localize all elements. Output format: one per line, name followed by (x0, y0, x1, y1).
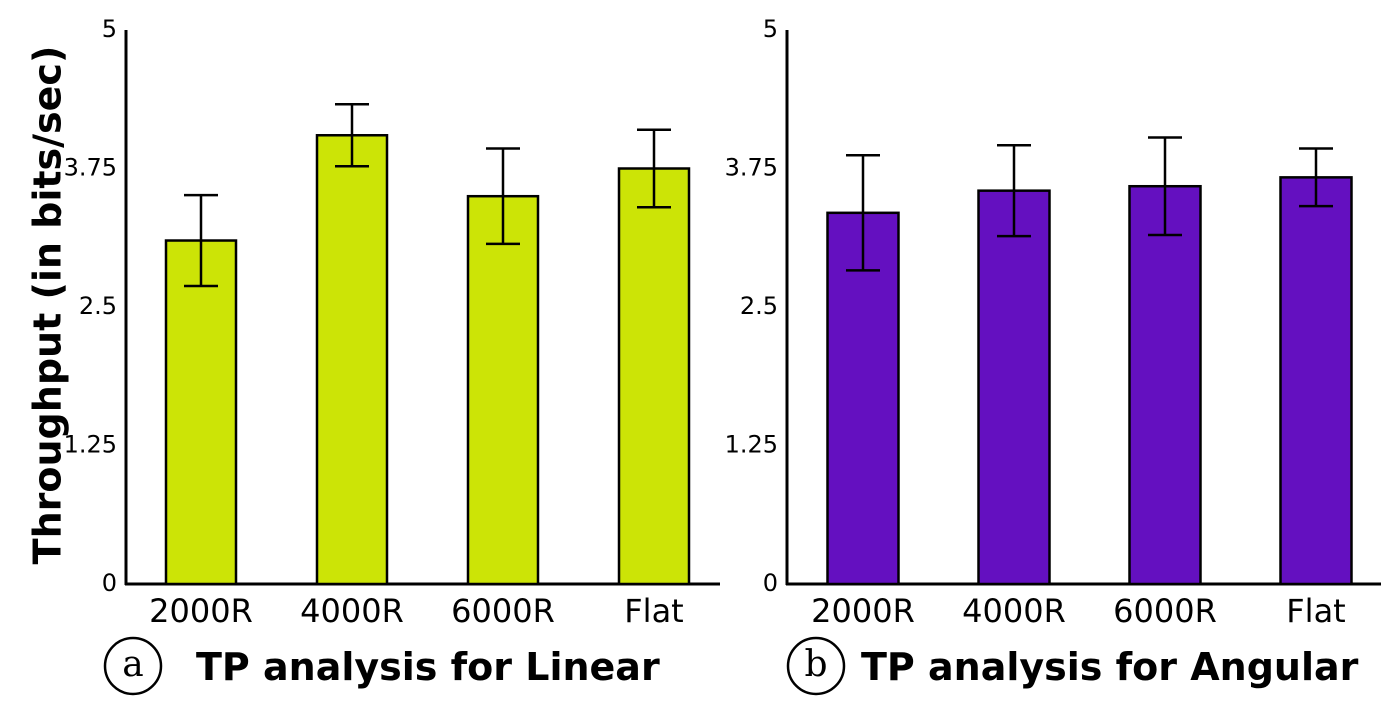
panel-b-badge: b (804, 644, 827, 685)
y-tick-label-a-1: 1.25 (64, 431, 117, 459)
panel-a-badge-circle (103, 636, 163, 696)
x-tick-label-a-0: 2000R (149, 592, 253, 630)
y-tick-label-a-0: 0 (102, 569, 117, 597)
panel-a-badge: a (122, 644, 143, 685)
panel-a-caption: a TP analysis for Linear (103, 636, 660, 696)
y-tick-label-b-4: 5 (763, 15, 778, 43)
bar-a-0 (164, 239, 238, 586)
y-tick-label-a-2: 2.5 (79, 292, 117, 320)
y-tick-label-a-4: 5 (102, 15, 117, 43)
y-tick-label-b-0: 0 (763, 569, 778, 597)
y-axis-label: Throughput (in bits/sec) (26, 46, 70, 565)
x-tick-label-b-3: Flat (1286, 592, 1345, 630)
x-tick-label-a-3: Flat (624, 592, 683, 630)
x-tick-label-a-2: 6000R (451, 592, 555, 630)
x-tick-label-b-1: 4000R (962, 592, 1066, 630)
bar-b-1 (977, 189, 1051, 586)
panel-b-badge-circle (786, 636, 846, 696)
x-tick-label-b-0: 2000R (811, 592, 915, 630)
y-tick-label-b-2: 2.5 (740, 292, 778, 320)
y-tick-label-a-3: 3.75 (64, 154, 117, 182)
bar-b-0 (826, 211, 900, 586)
bar-a-1 (315, 134, 389, 586)
bar-b-2 (1128, 184, 1202, 586)
y-tick-label-b-1: 1.25 (725, 431, 778, 459)
bar-b-3 (1279, 176, 1353, 586)
chart-panel-b: 0 1.25 2.5 3.75 5 2000R 4000R 6000R Flat (725, 15, 1381, 630)
bar-a-3 (617, 167, 691, 586)
panel-a-title: TP analysis for Linear (196, 645, 660, 689)
y-tick-label-b-3: 3.75 (725, 154, 778, 182)
x-tick-label-b-2: 6000R (1113, 592, 1217, 630)
chart-panel-a: 0 1.25 2.5 3.75 5 2000R 4000R 6000R Flat (64, 15, 720, 630)
bar-a-2 (466, 194, 540, 586)
x-tick-label-a-1: 4000R (300, 592, 404, 630)
panel-b-caption: b TP analysis for Angular (786, 636, 1359, 696)
panel-b-title: TP analysis for Angular (861, 645, 1359, 689)
